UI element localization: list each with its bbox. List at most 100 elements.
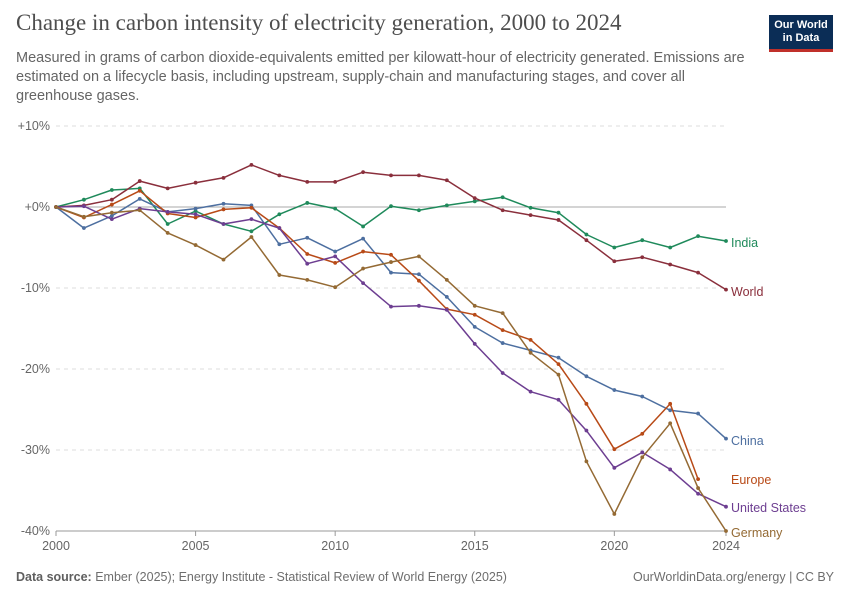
data-point-world [417,173,421,178]
data-point-united-states [724,504,728,509]
data-point-europe [612,447,617,452]
data-point-india [640,238,645,243]
data-point-united-states [109,217,114,222]
data-point-china [193,206,198,211]
data-point-germany [640,455,645,460]
data-point-europe [109,202,114,207]
data-point-china [389,270,393,275]
data-point-world [724,287,728,292]
data-point-india [556,210,561,215]
y-tick-label: -20% [21,362,50,376]
data-point-germany [333,285,338,290]
data-point-china [472,324,477,329]
data-point-world [361,170,365,175]
data-point-world [277,173,282,178]
series-line-united-states [55,205,727,508]
data-point-india [528,205,533,210]
data-point-germany [54,205,58,209]
owid-energy-link[interactable]: OurWorldinData.org/energy [632,570,786,584]
data-point-china [584,374,589,379]
series-label-europe: Europe [731,473,771,487]
logo-line-2: in Data [782,32,820,44]
data-point-united-states [165,209,170,214]
data-point-china [556,355,561,360]
x-tick-label: 2000 [42,539,70,553]
data-point-europe [500,328,505,333]
data-point-germany [584,459,589,464]
data-point-world [109,197,114,202]
data-point-india [696,234,700,239]
data-point-united-states [333,254,338,259]
data-point-india [668,245,673,250]
series-line-europe [55,190,699,480]
data-point-united-states [249,217,254,222]
data-point-germany [500,311,505,316]
data-point-germany [249,235,254,239]
data-point-united-states [584,428,589,433]
data-point-united-states [668,467,673,472]
data-point-europe [640,431,645,436]
data-point-germany [193,243,198,247]
data-point-europe [333,260,338,265]
data-point-europe [249,205,254,210]
data-point-united-states [82,204,86,209]
x-tick-label: 2020 [600,539,628,553]
y-tick-label: -10% [21,281,50,295]
data-point-europe [389,252,393,257]
series-label-world: World [731,285,763,299]
x-tick-label: 2024 [712,539,740,553]
line-chart: +10% +0% -10% -20% -30% -40%2000 2005 2010 2015 2… [18,119,806,553]
data-point-india [277,212,282,217]
data-point-world [500,208,505,213]
data-point-india [361,224,365,229]
data-point-china [444,295,449,299]
data-point-united-states [305,261,310,266]
data-point-united-states [193,212,198,217]
data-point-europe [556,362,561,367]
data-point-india [417,208,421,213]
data-point-germany [221,257,226,262]
data-point-india [500,195,505,200]
data-point-united-states [444,307,449,312]
data-point-china [305,235,310,240]
data-point-united-states [389,304,393,309]
owid-logo[interactable]: Our World in Data [769,15,833,52]
data-point-united-states [500,371,505,375]
data-point-world [584,238,589,243]
data-point-germany [277,273,282,277]
data-point-europe [305,252,310,256]
series-line-china [55,198,727,440]
data-point-united-states [640,450,645,455]
data-point-china [612,388,617,392]
data-point-united-states [221,222,226,226]
y-tick-label: -30% [21,443,50,457]
data-point-china [500,341,505,345]
x-tick-label: 2015 [461,539,489,553]
data-point-india [165,222,170,226]
data-point-world [249,162,254,167]
data-point-china [333,249,338,254]
data-point-china [361,236,365,241]
data-point-india [444,203,449,208]
data-point-china [137,197,142,201]
data-point-world [528,213,533,218]
data-point-united-states [277,226,282,230]
data-point-europe [668,401,673,406]
data-point-germany [668,421,673,426]
series-label-china: China [731,434,764,448]
data-point-europe [472,312,477,317]
data-point-world [137,179,142,183]
data-point-india [305,201,310,205]
data-point-india [389,204,393,209]
data-point-india [612,245,617,250]
data-point-united-states [528,389,533,394]
data-point-united-states [556,397,561,402]
data-point-china [82,226,86,230]
data-point-world [556,218,561,222]
data-point-united-states [472,341,477,346]
data-point-world [221,175,226,180]
series-label-germany: Germany [731,526,783,540]
x-tick-label: 2010 [321,539,349,553]
data-point-world [472,196,477,200]
data-point-europe [584,401,589,406]
